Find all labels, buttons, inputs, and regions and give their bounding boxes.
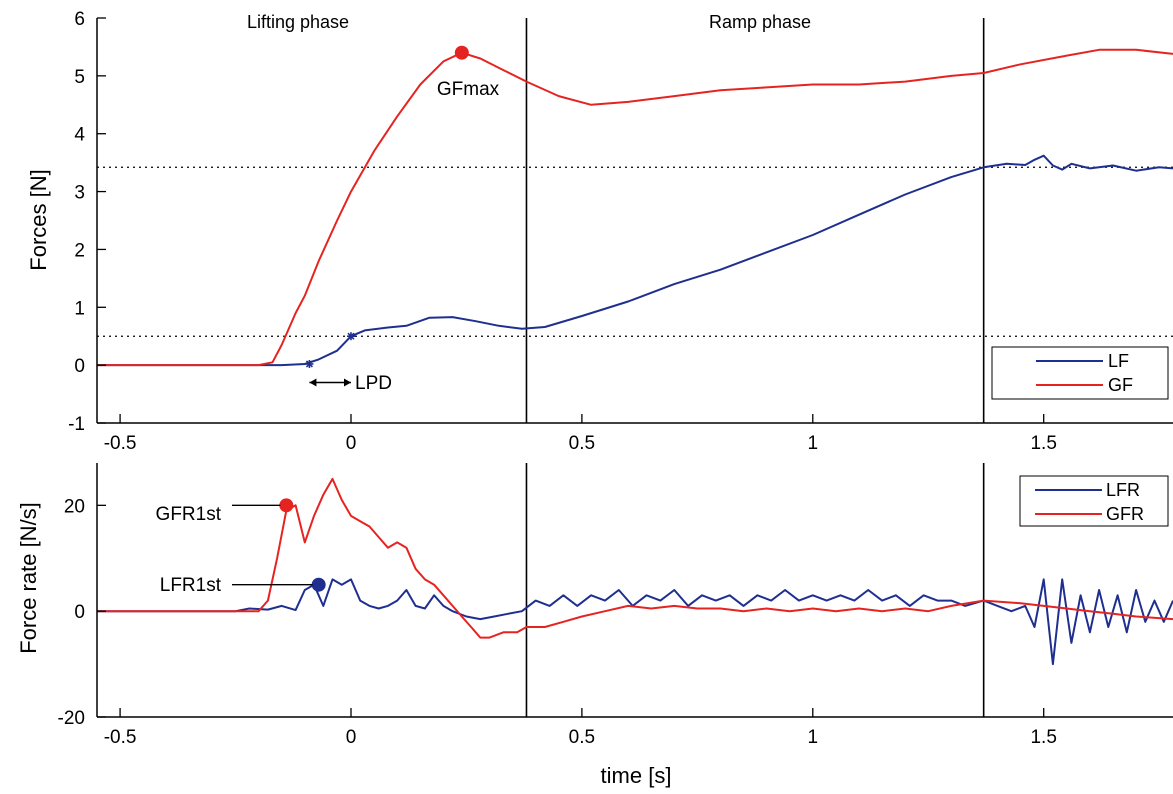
gfr1st-marker bbox=[279, 498, 294, 513]
forces-panel: Forces [N] Lifting phase Ramp phase GFma… bbox=[26, 9, 1173, 454]
forces-y-tick-label-1: 0 bbox=[74, 356, 85, 377]
gfr1st-annotation: GFR1st bbox=[156, 504, 222, 525]
force-rate-legend-box bbox=[1019, 475, 1169, 527]
force-rate-y-tick-label-2: 20 bbox=[64, 496, 85, 517]
forces-y-tick-label-4: 3 bbox=[74, 183, 85, 204]
forces-x-tick-label-4: 1.5 bbox=[1030, 433, 1056, 454]
force-rate-x-tick-label-4: 1.5 bbox=[1030, 727, 1056, 748]
forces-y-tick-label-3: 2 bbox=[74, 240, 85, 261]
legend-gf-label: GF bbox=[1108, 375, 1133, 395]
series-gf-line bbox=[97, 48, 1173, 367]
series-gfr-line bbox=[97, 477, 1173, 639]
phase-label-ramp: Ramp phase bbox=[709, 12, 811, 32]
force-rate-plot-area bbox=[97, 463, 1173, 717]
time-x-axis-label: time [s] bbox=[601, 763, 672, 788]
forces-x-tick-label-2: 0.5 bbox=[569, 433, 595, 454]
force-rate-panel: Force rate [N/s] time [s] GFR1st LFR1st … bbox=[16, 463, 1173, 788]
force-rate-y-tick-label-0: -20 bbox=[58, 708, 85, 729]
forces-legend-box bbox=[991, 346, 1169, 400]
legend-lfr-label: LFR bbox=[1106, 480, 1140, 500]
forces-legend: LF GF bbox=[991, 346, 1169, 400]
force-rate-x-tick-label-2: 0.5 bbox=[569, 727, 595, 748]
series-lf-line bbox=[97, 154, 1173, 367]
point-1-marker-stroke-3 bbox=[305, 360, 313, 368]
force-rate-x-tick-label-3: 1 bbox=[808, 727, 819, 748]
point-2-marker bbox=[346, 332, 355, 341]
point-2-marker-stroke-3 bbox=[347, 332, 355, 340]
phase-label-lifting: Lifting phase bbox=[247, 12, 349, 32]
forces-y-tick-label-7: 6 bbox=[74, 9, 85, 30]
forces-plot-area bbox=[97, 18, 1173, 423]
forces-x-tick-label-3: 1 bbox=[808, 433, 819, 454]
forces-y-tick-label-5: 4 bbox=[74, 125, 85, 146]
gfmax-marker bbox=[454, 45, 469, 60]
force-rate-x-tick-label-1: 0 bbox=[346, 727, 357, 748]
lfr1st-annotation: LFR1st bbox=[160, 575, 222, 596]
lpd-arrow-left-head bbox=[309, 378, 317, 387]
lpd-arrow-right-head bbox=[343, 378, 351, 387]
forces-y-axis-label: Forces [N] bbox=[26, 169, 51, 270]
lfr1st-marker bbox=[311, 577, 326, 592]
gfmax-annotation: GFmax bbox=[437, 79, 500, 100]
legend-lf-label: LF bbox=[1108, 351, 1129, 371]
force-rate-x-tick-label-0: -0.5 bbox=[104, 727, 137, 748]
forces-x-tick-label-1: 0 bbox=[346, 433, 357, 454]
forces-y-tick-label-6: 5 bbox=[74, 67, 85, 88]
point-1-marker bbox=[305, 359, 314, 368]
legend-gfr-label: GFR bbox=[1106, 504, 1144, 524]
lpd-annotation: LPD bbox=[355, 373, 392, 394]
forces-y-tick-label-2: 1 bbox=[74, 298, 85, 319]
force-rate-y-tick-label-1: 0 bbox=[74, 602, 85, 623]
force-rate-y-axis-label: Force rate [N/s] bbox=[16, 502, 41, 654]
series-lfr-line bbox=[97, 578, 1173, 666]
forces-x-tick-label-0: -0.5 bbox=[104, 433, 137, 454]
forces-y-tick-label-0: -1 bbox=[68, 414, 85, 435]
force-rate-legend: LFR GFR bbox=[1019, 475, 1169, 527]
